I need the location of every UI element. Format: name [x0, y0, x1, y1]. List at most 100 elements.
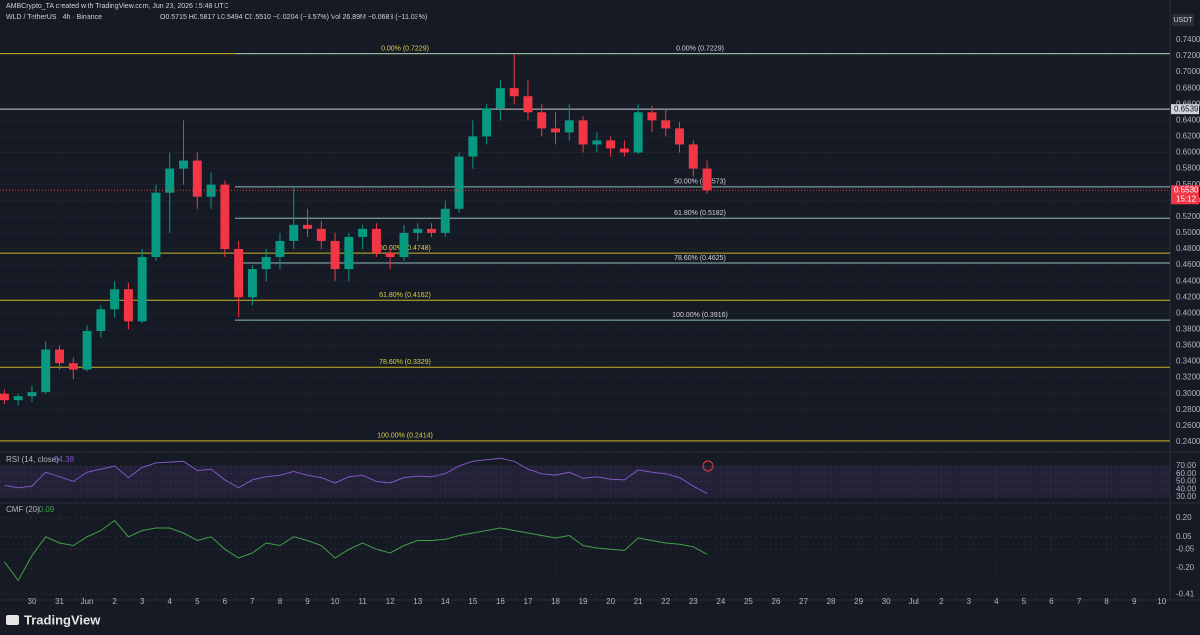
x-tick-label: 8: [278, 597, 283, 606]
candle-body: [592, 140, 602, 145]
current-value: 34.38: [54, 455, 75, 464]
candle-body: [661, 120, 671, 129]
x-tick-label: 23: [689, 597, 698, 606]
candle-body: [110, 289, 120, 310]
x-tick-label: 9: [1132, 597, 1137, 606]
y-tick-label: 0.6400: [1176, 115, 1200, 124]
candle-body: [0, 393, 9, 401]
y-tick-label: 0.5000: [1176, 228, 1200, 237]
y-tick-label: 70.00: [1176, 461, 1197, 470]
candle-body: [303, 224, 312, 229]
candle-body: [482, 108, 492, 137]
y-tick-label: 0.6000: [1176, 148, 1200, 157]
brand-logo: [6, 615, 19, 625]
y-tick-label: 0.5200: [1176, 212, 1200, 221]
y-tick-label: 0.4200: [1176, 292, 1200, 301]
x-tick-label: 15: [468, 597, 477, 606]
y-tick-label: 0.2400: [1176, 437, 1200, 446]
x-tick-label: 17: [524, 597, 533, 606]
y-tick-label: 0.7000: [1176, 67, 1200, 76]
candle-body: [275, 240, 285, 258]
y-tick-label: 0.3200: [1176, 373, 1200, 382]
x-tick-label: 19: [579, 597, 588, 606]
fib-label: 78.60% (0.4625): [674, 255, 726, 262]
y-tick-label: -0.05: [1176, 544, 1195, 553]
candle-body: [551, 128, 560, 133]
candle-body: [647, 112, 657, 121]
candle-body: [619, 148, 629, 153]
x-tick-label: 2: [939, 597, 944, 606]
candle-body: [371, 228, 381, 254]
x-tick-label: 9: [305, 597, 310, 606]
y-tick-label: 0.6600: [1176, 99, 1200, 108]
candle-body: [289, 224, 299, 241]
candle-body: [13, 396, 23, 401]
candle-body: [688, 144, 698, 169]
rsi-band: [0, 465, 1170, 497]
x-tick-label: 31: [55, 597, 64, 606]
candle-body: [468, 136, 478, 157]
x-tick-label: 18: [551, 597, 560, 606]
candle-body: [151, 192, 161, 258]
x-tick-label: 13: [413, 597, 422, 606]
x-tick-label: 10: [331, 597, 340, 606]
x-tick-label: 22: [661, 597, 670, 606]
candle-body: [358, 228, 368, 237]
candle-body: [427, 228, 436, 233]
x-tick-label: 16: [496, 597, 505, 606]
candle-body: [578, 120, 588, 145]
candle-body: [523, 96, 533, 113]
x-tick-label: 30: [882, 597, 891, 606]
x-tick-label: 3: [140, 597, 145, 606]
candle-body: [344, 236, 354, 270]
y-tick-label: 0.7200: [1176, 51, 1200, 60]
y-tick-label: 0.05: [1176, 532, 1192, 541]
x-tick-label: 2: [112, 597, 117, 606]
level-tag: [1171, 104, 1199, 115]
x-tick-label: 10: [1157, 597, 1166, 606]
fib-label: 100.00% (0.2414): [377, 433, 433, 440]
x-tick-label: 25: [744, 597, 753, 606]
candle-body: [440, 208, 450, 233]
event-icon[interactable]: [702, 460, 714, 472]
candle-body: [385, 253, 395, 258]
y-tick-label: 0.2800: [1176, 405, 1200, 414]
candle-body: [96, 309, 106, 331]
x-tick-label: 6: [223, 597, 228, 606]
y-tick-label: 0.4800: [1176, 244, 1200, 253]
candle-body: [165, 168, 175, 193]
y-tick-label: 0.5600: [1176, 180, 1200, 189]
x-tick-label: 7: [1077, 597, 1082, 606]
y-tick-label: 0.5800: [1176, 164, 1200, 173]
candle-body: [68, 363, 78, 370]
candle-body: [633, 112, 643, 153]
brand: TradingView: [24, 612, 101, 627]
x-tick-label: 12: [386, 597, 395, 606]
x-tick-label: 28: [827, 597, 836, 606]
y-tick-label: 30.00: [1176, 492, 1197, 501]
candle-body: [234, 248, 244, 298]
fib-label: 50.00% (0.5573): [674, 179, 726, 186]
fib-label: 100.00% (0.3916): [672, 312, 728, 319]
x-tick-label: 3: [967, 597, 972, 606]
x-tick-label: 27: [799, 597, 808, 606]
y-tick-label: 0.20: [1176, 513, 1192, 522]
y-tick-label: 0.4400: [1176, 276, 1200, 285]
y-tick-label: 40.00: [1176, 484, 1197, 493]
x-tick-label: 8: [1104, 597, 1109, 606]
candle-body: [606, 140, 616, 149]
level-tag-label: 0.6539: [1174, 104, 1199, 113]
ohlc: O0.5715 H0.5817 L0.5494 C0.5510 −0.0204 …: [160, 14, 427, 21]
pane-title: RSI (14, close): [6, 455, 59, 464]
x-tick-label: 29: [854, 597, 863, 606]
candle-body: [702, 168, 712, 191]
y-tick-label: 0.4600: [1176, 260, 1200, 269]
candle-body: [413, 228, 423, 233]
candle-body: [220, 184, 230, 249]
candle-body: [179, 160, 188, 169]
candle-body: [261, 257, 271, 270]
x-tick-label: 11: [358, 597, 367, 606]
x-tick-label: Jul: [909, 597, 919, 606]
candle-body: [509, 88, 519, 97]
